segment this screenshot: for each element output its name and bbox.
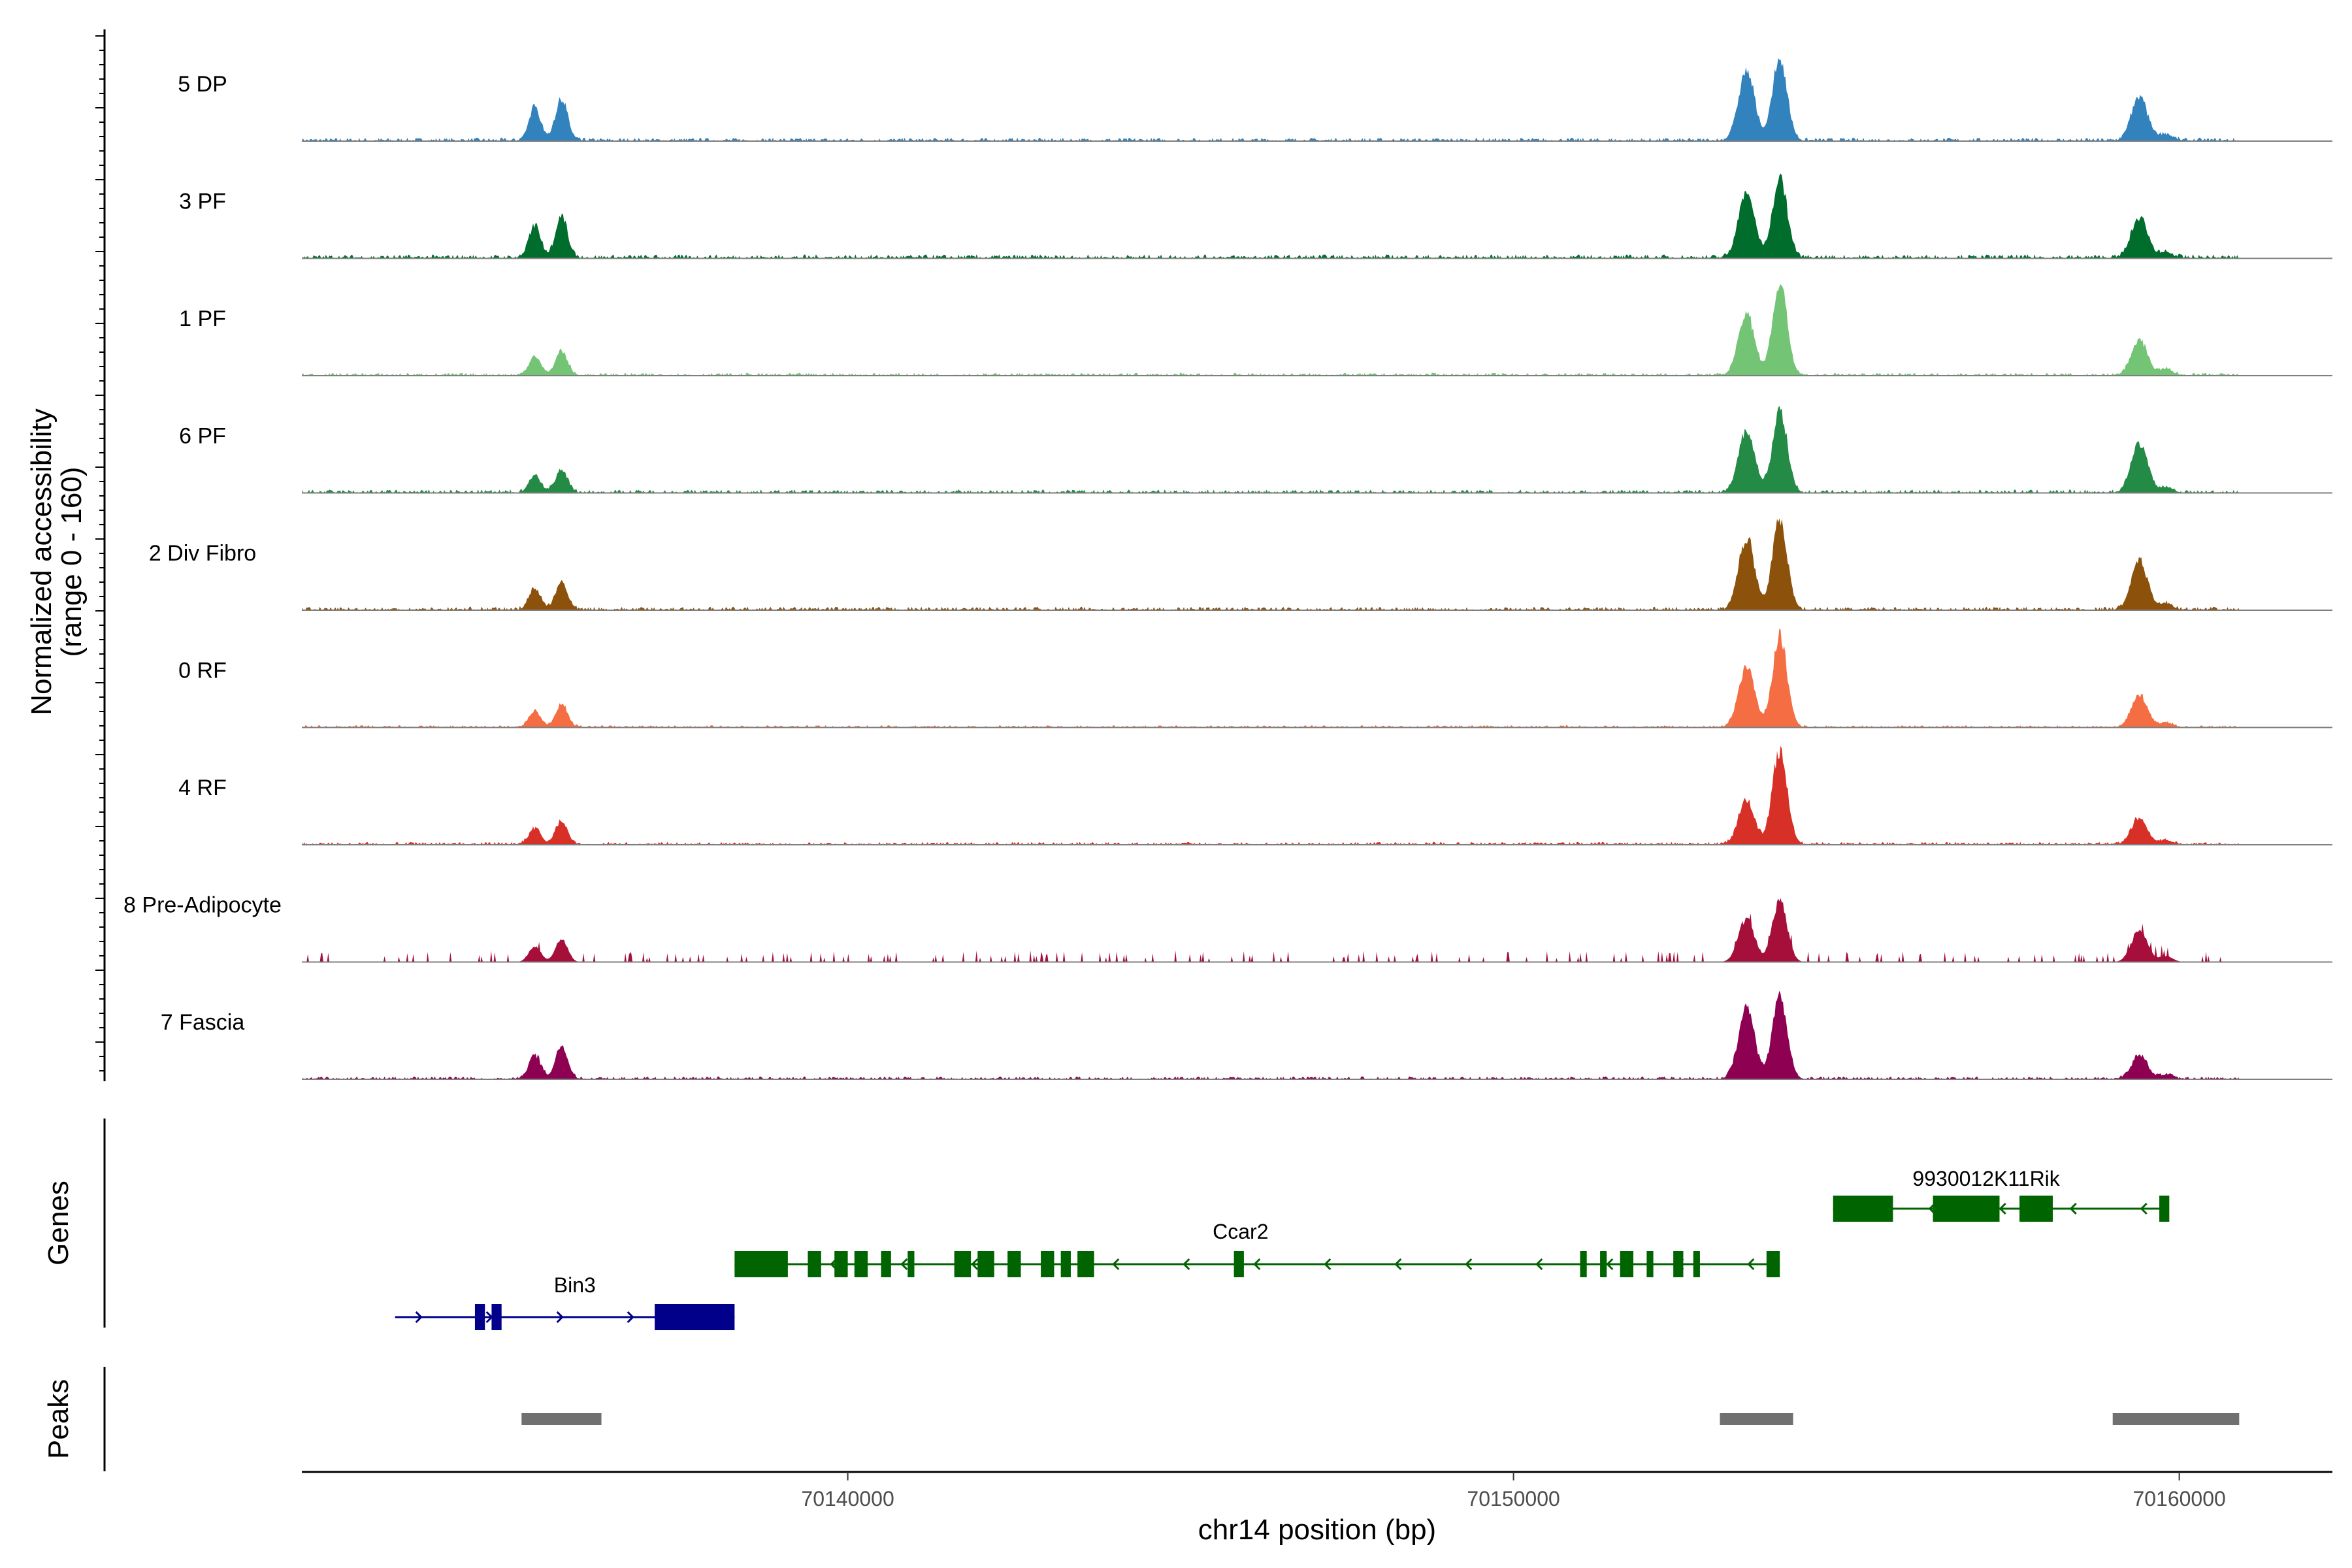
peaks-panel-label: Peaks xyxy=(42,1379,74,1459)
coverage-panel: Normalized accessibility (range 0 - 160)… xyxy=(25,29,2332,1081)
coverage-area xyxy=(302,406,2240,493)
strand-arrow xyxy=(2140,1202,2148,1215)
x-tick-label: 70160000 xyxy=(2132,1487,2225,1511)
strand-arrow xyxy=(1253,1258,1261,1271)
strand-arrow xyxy=(1112,1258,1120,1271)
x-axis-title: chr14 position (bp) xyxy=(1198,1514,1436,1546)
strand-arrow xyxy=(556,1311,564,1324)
coverage-area xyxy=(302,898,2240,962)
gene-exon xyxy=(2019,1196,2053,1222)
strand-arrow xyxy=(1535,1258,1543,1271)
gene-bin3: Bin3 xyxy=(395,1273,735,1330)
strand-arrow xyxy=(1999,1202,2006,1215)
x-axis: 70140000 70150000 70160000 chr14 position … xyxy=(302,1471,2332,1546)
coverage-tracks: 5 DP 3 PF 1 PF 6 PF 2 Div Fibro 0 RF 4 RF 8 Pre… xyxy=(123,57,2332,1080)
gene-exon xyxy=(907,1251,915,1277)
strand-arrow xyxy=(1606,1258,1614,1271)
strand-arrow xyxy=(971,1258,979,1271)
gene-exon xyxy=(854,1251,868,1277)
track-6-pf: 6 PF xyxy=(179,406,2332,494)
gene-exon xyxy=(1933,1196,2000,1222)
track-1-pf: 1 PF xyxy=(179,284,2332,376)
gene-label: Ccar2 xyxy=(1213,1220,1268,1243)
gene-exon xyxy=(1833,1196,1893,1222)
y-axis-title-line1: Normalized accessibility xyxy=(25,408,57,715)
strand-arrow xyxy=(2069,1202,2077,1215)
track-2-div-fibro: 2 Div Fibro xyxy=(149,518,2332,611)
gene-exon xyxy=(1041,1251,1054,1277)
gene-exon xyxy=(1580,1251,1587,1277)
track-0-rf: 0 RF xyxy=(178,628,2332,728)
strand-arrow xyxy=(415,1311,423,1324)
track-label: 8 Pre-Adipocyte xyxy=(123,893,282,918)
gene-exon xyxy=(1766,1251,1780,1277)
coverage-area xyxy=(302,57,2240,141)
gene-exon xyxy=(954,1251,972,1277)
strand-arrow xyxy=(1183,1258,1190,1271)
genes-panel-label: Genes xyxy=(42,1181,74,1266)
gene-exon xyxy=(491,1304,502,1330)
gene-exon xyxy=(1693,1251,1700,1277)
gene-9930012k11rik: 9930012K11Rik xyxy=(1833,1167,2170,1222)
track-label: 0 RF xyxy=(178,659,227,683)
gene-exon xyxy=(655,1304,735,1330)
strand-arrow xyxy=(1324,1258,1331,1271)
coverage-area xyxy=(302,990,2240,1079)
x-axis-ticks: 70140000 70150000 70160000 xyxy=(801,1472,2226,1511)
gene-exon xyxy=(474,1304,485,1330)
track-label: 4 RF xyxy=(178,776,227,800)
track-3-pf: 3 PF xyxy=(179,173,2332,259)
coverage-area xyxy=(302,745,2240,845)
gene-label: Bin3 xyxy=(554,1273,596,1297)
coverage-area xyxy=(302,628,2240,728)
strand-arrow xyxy=(1747,1258,1755,1271)
coverage-y-ticks xyxy=(95,35,105,1071)
strand-arrow xyxy=(900,1258,908,1271)
y-axis-title-line2: (range 0 - 160) xyxy=(56,466,88,657)
gene-ccar2: Ccar2 xyxy=(734,1220,1780,1277)
track-label: 5 DP xyxy=(178,72,227,97)
track-label: 7 Fascia xyxy=(161,1010,245,1035)
gene-exon xyxy=(734,1251,788,1277)
coverage-area xyxy=(302,518,2240,610)
track-label: 6 PF xyxy=(179,424,226,449)
gene-exon xyxy=(1646,1251,1654,1277)
track-7-fascia: 7 Fascia xyxy=(161,990,2332,1080)
gene-exon xyxy=(1077,1251,1094,1277)
peak-region xyxy=(2112,1413,2240,1425)
gene-models: Bin3 Ccar2 9930012K11Rik xyxy=(395,1167,2170,1330)
peak-regions xyxy=(521,1413,2240,1425)
gene-exon xyxy=(1060,1251,1071,1277)
track-label: 2 Div Fibro xyxy=(149,541,256,566)
peak-region xyxy=(521,1413,602,1425)
track-label: 3 PF xyxy=(179,189,226,214)
x-tick-label: 70140000 xyxy=(801,1487,894,1511)
peak-region xyxy=(1720,1413,1793,1425)
gene-exon xyxy=(808,1251,821,1277)
gene-label: 9930012K11Rik xyxy=(1912,1167,2060,1190)
gene-exon xyxy=(1233,1251,1244,1277)
strand-arrow xyxy=(1465,1258,1473,1271)
coverage-area xyxy=(302,284,2240,376)
gene-exon xyxy=(1620,1251,1634,1277)
gene-exon xyxy=(1673,1251,1684,1277)
genes-panel: Genes Bin3 Ccar2 9930012K11Rik xyxy=(42,1119,2170,1330)
gene-exon xyxy=(881,1251,891,1277)
gene-exon xyxy=(1007,1251,1021,1277)
peaks-panel: Peaks xyxy=(42,1367,2240,1471)
x-tick-label: 70150000 xyxy=(1467,1487,1560,1511)
gene-exon xyxy=(2159,1196,2170,1222)
coverage-area xyxy=(302,173,2240,259)
track-4-rf: 4 RF xyxy=(178,745,2332,845)
strand-arrow xyxy=(627,1311,634,1324)
gene-exon xyxy=(834,1251,848,1277)
track-label: 1 PF xyxy=(179,306,226,331)
gene-exon xyxy=(1600,1251,1607,1277)
strand-arrow xyxy=(1394,1258,1402,1271)
gene-exon xyxy=(977,1251,994,1277)
track-5-dp: 5 DP xyxy=(178,57,2332,142)
track-8-pre-adipocyte: 8 Pre-Adipocyte xyxy=(123,893,2332,963)
